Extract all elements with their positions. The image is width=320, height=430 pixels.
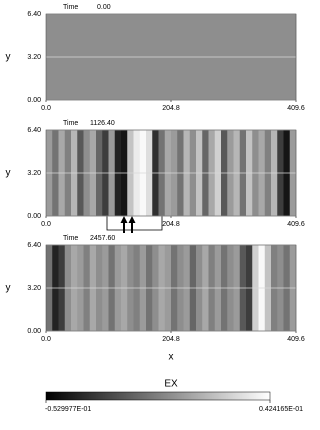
colorbar-min-label: -0.529977E-01 [45,406,91,413]
x-tick-label: 204.8 [162,105,180,112]
plot-frame [45,129,297,217]
x-tick-label: 409.6 [287,336,305,343]
x-tick-label: 0.0 [41,221,51,228]
y-tick-label: 0.00 [27,213,41,220]
y-axis-label: y [6,283,11,294]
colorbar-title: EX [164,379,178,390]
y-tick-label: 0.00 [27,328,41,335]
x-tick-label: 409.6 [287,105,305,112]
time-label: Time [63,120,78,127]
plot-frame [45,13,297,101]
arrow-head [128,216,136,223]
time-label: Time [63,4,78,11]
x-tick-label: 0.0 [41,336,51,343]
time-label: Time [63,235,78,242]
x-tick-label: 204.8 [162,336,180,343]
y-axis-label: y [6,52,11,63]
y-tick-label: 6.40 [27,242,41,249]
time-value: 1126.40 [90,120,115,127]
x-tick-label: 204.8 [162,221,180,228]
y-tick-label: 3.20 [27,170,41,177]
x-tick-label: 409.6 [287,221,305,228]
x-tick-label: 0.0 [41,105,51,112]
y-axis-label: y [6,168,11,179]
y-tick-label: 0.00 [27,97,41,104]
figure: 0.00 3.20 6.40 0.0 204.8 409.6 Time 0.00 y 0.00 3.… [6,4,305,413]
colorbar [45,391,271,401]
y-tick-label: 6.40 [27,127,41,134]
time-value: 2457.60 [90,235,115,242]
arrow-head [120,216,128,223]
x-axis-label: x [169,352,174,363]
time-value: 0.00 [97,4,111,11]
plot-frame [45,244,297,332]
y-tick-label: 3.20 [27,285,41,292]
y-tick-label: 3.20 [27,54,41,61]
y-tick-label: 6.40 [27,11,41,18]
colorbar-max-label: 0.424165E-01 [259,406,303,413]
